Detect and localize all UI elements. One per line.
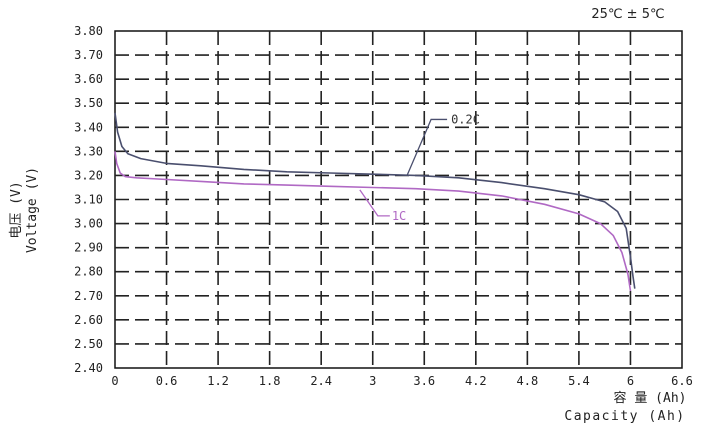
annotation-leader-0_2C: [406, 118, 448, 176]
x-tick-label: 0.6: [156, 374, 178, 388]
x-tick-label: 4.8: [517, 374, 539, 388]
y-axis-label-cn: 电压 (V): [9, 181, 24, 238]
y-axis-label-en: Voltage (V): [25, 167, 40, 253]
series-layer: [114, 112, 636, 292]
x-tick-label: 1.8: [259, 374, 281, 388]
x-tick-label: 0: [111, 374, 118, 388]
y-tick-label: 3.50: [74, 96, 103, 110]
x-tick-label: 2.4: [310, 374, 332, 388]
y-tick-label: 2.90: [74, 241, 103, 255]
series-line-1C: [114, 151, 632, 292]
y-tick-label: 3.80: [74, 24, 103, 38]
annotation-leader-1C: [359, 189, 390, 217]
y-tick-label: 2.60: [74, 313, 103, 327]
y-tick-label: 3.00: [74, 217, 103, 231]
x-tick-label: 3.6: [413, 374, 435, 388]
y-tick-label: 3.30: [74, 144, 103, 158]
series-line-0_2C: [114, 112, 636, 289]
y-tick-label: 3.40: [74, 120, 103, 134]
x-tick-label: 1.2: [207, 374, 229, 388]
y-tick-label: 2.40: [74, 361, 103, 375]
y-tick-label: 2.80: [74, 265, 103, 279]
y-tick-label: 2.50: [74, 337, 103, 351]
annotations: 0.2C 1C: [359, 112, 480, 223]
x-tick-label: 6.6: [671, 374, 693, 388]
chart-subtitle: 25℃ ± 5℃: [591, 7, 664, 22]
y-tick-labels: 2.40 2.50 2.60 2.70 2.80 2.90 3.00 3.10 3.20 3.30…: [74, 24, 103, 375]
y-tick-label: 3.60: [74, 72, 103, 86]
x-tick-label: 5.4: [568, 374, 590, 388]
x-tick-labels: 0 0.6 1.2 1.8 2.4 3 3.6 4.2 4.8 5.4 6 6.6: [111, 374, 692, 388]
x-tick-label: 6: [627, 374, 634, 388]
annotation-label-0_2C: 0.2C: [451, 112, 480, 126]
x-axis-label-en: Capacity (Ah): [564, 409, 685, 424]
y-tick-label: 3.70: [74, 48, 103, 62]
grid-lines: [115, 31, 682, 368]
x-tick-label: 3: [369, 374, 376, 388]
x-axis-label-cn: 容 量 (Ah): [614, 390, 687, 406]
y-tick-label: 2.70: [74, 289, 103, 303]
y-tick-label: 3.10: [74, 193, 103, 207]
y-tick-label: 3.20: [74, 168, 103, 182]
x-tick-label: 4.2: [465, 374, 487, 388]
annotation-label-1C: 1C: [392, 209, 406, 223]
